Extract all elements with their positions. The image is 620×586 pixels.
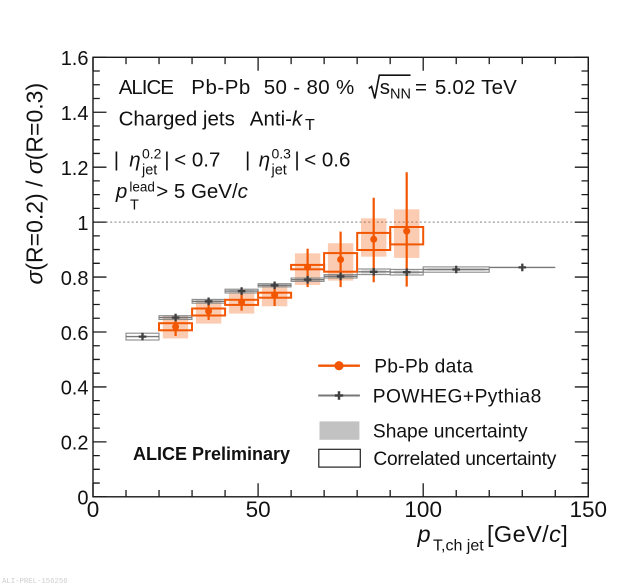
svg-text:> 5 GeV/c: > 5 GeV/c <box>156 180 248 203</box>
svg-text:T: T <box>130 197 139 213</box>
svg-text:=: = <box>415 76 427 99</box>
svg-text:100: 100 <box>404 497 442 522</box>
svg-text:p: p <box>417 521 431 547</box>
svg-text:T: T <box>305 117 315 134</box>
svg-text:s: s <box>380 76 390 99</box>
svg-text:0.4: 0.4 <box>61 378 89 400</box>
svg-text:0.8: 0.8 <box>61 268 89 290</box>
svg-text:p: p <box>115 180 127 203</box>
svg-text:|: | <box>294 148 299 171</box>
svg-text:Shape uncertainty: Shape uncertainty <box>373 422 528 443</box>
svg-text:1.2: 1.2 <box>61 158 89 180</box>
svg-text:Pb-Pb data: Pb-Pb data <box>374 357 473 378</box>
svg-text:ALICE: ALICE <box>119 76 174 99</box>
svg-text:lead: lead <box>129 180 155 195</box>
svg-text:1.4: 1.4 <box>61 103 89 125</box>
svg-text:Pb-Pb: Pb-Pb <box>191 76 250 99</box>
svg-text:T,ch jet: T,ch jet <box>433 538 484 555</box>
svg-text:1: 1 <box>77 213 88 235</box>
svg-text:Charged jets: Charged jets <box>119 108 235 131</box>
svg-text:0.2: 0.2 <box>61 433 89 455</box>
svg-text:POWHEG+Pythia8: POWHEG+Pythia8 <box>373 387 542 408</box>
svg-text:50: 50 <box>246 497 271 522</box>
svg-text:0.6: 0.6 <box>61 323 89 345</box>
svg-text:|: | <box>114 148 119 171</box>
svg-text:5.02 TeV: 5.02 TeV <box>435 76 517 99</box>
svg-text:η: η <box>259 148 270 171</box>
svg-text:ALICE Preliminary: ALICE Preliminary <box>133 444 290 464</box>
svg-text:η: η <box>129 148 140 171</box>
svg-text:0: 0 <box>87 497 100 522</box>
svg-text:< 0.6: < 0.6 <box>304 148 350 171</box>
svg-text:|: | <box>164 148 169 171</box>
svg-text:50 - 80 %: 50 - 80 % <box>264 76 355 99</box>
svg-text:0: 0 <box>77 488 88 510</box>
svg-text:σ(R=0.2) / σ(R=0.3): σ(R=0.2) / σ(R=0.3) <box>22 83 48 285</box>
svg-text:jet: jet <box>271 162 287 178</box>
svg-text:Anti-k: Anti-k <box>250 108 304 131</box>
svg-text:NN: NN <box>390 87 411 103</box>
svg-text:0.2: 0.2 <box>142 145 162 161</box>
svg-text:ALI-PREL-156256: ALI-PREL-156256 <box>2 578 68 586</box>
svg-text:jet: jet <box>141 162 157 178</box>
svg-text:< 0.7: < 0.7 <box>174 148 220 171</box>
svg-text:150: 150 <box>570 497 608 522</box>
svg-text:1.6: 1.6 <box>61 48 89 70</box>
svg-text:0.3: 0.3 <box>272 145 292 161</box>
svg-text:[GeV/c]: [GeV/c] <box>487 521 568 547</box>
svg-text:|: | <box>245 148 250 171</box>
svg-text:Correlated uncertainty: Correlated uncertainty <box>373 449 556 470</box>
